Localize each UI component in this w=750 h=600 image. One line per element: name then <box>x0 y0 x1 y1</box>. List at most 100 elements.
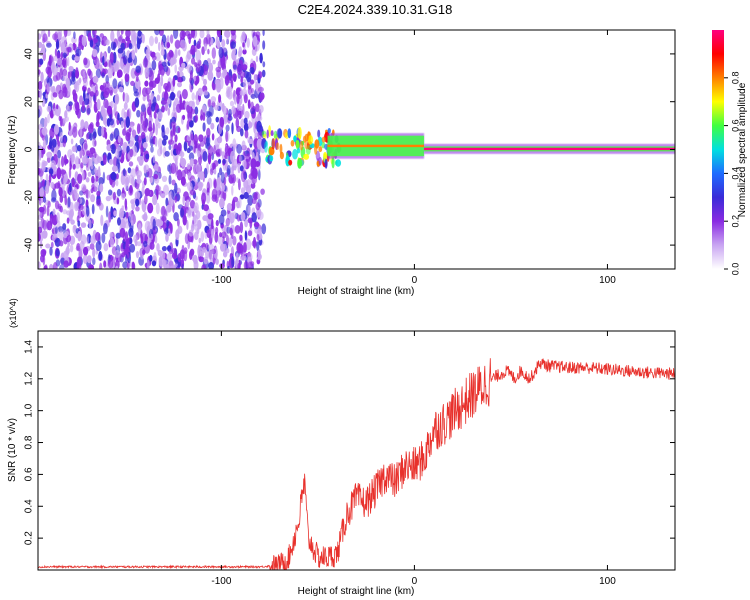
heatmap-cell <box>117 48 124 54</box>
heatmap-cell <box>201 46 205 56</box>
heatmap-cell <box>242 49 247 55</box>
heatmap-cell <box>54 31 58 43</box>
heatmap-cell <box>188 145 193 151</box>
heatmap-cell <box>149 50 153 57</box>
heatmap-cell <box>65 77 71 89</box>
heatmap-cell <box>57 158 61 169</box>
heatmap-cell <box>154 235 158 244</box>
heatmap-cell <box>269 155 274 162</box>
heatmap-cell <box>117 217 121 226</box>
heatmap-cell <box>41 230 48 239</box>
heatmap-cell <box>62 117 67 124</box>
heatmap-cell <box>193 146 196 153</box>
heatmap-cell <box>38 69 41 75</box>
heatmap-cell <box>219 263 226 269</box>
heatmap-cell <box>92 257 96 266</box>
heatmap-cell <box>145 135 149 142</box>
snr-axis-ticks: -100 0 100 0.2 0.4 0.6 0.8 1.0 1.2 1.4 <box>24 331 675 587</box>
heatmap-cell <box>44 264 48 269</box>
heatmap-cell <box>39 89 42 100</box>
heatmap-cell <box>203 64 209 76</box>
heatmap-cell <box>160 49 165 56</box>
heatmap-cell <box>92 75 99 84</box>
heatmap-cell <box>155 124 159 136</box>
colorbar: 0.0 0.2 0.4 0.6 0.8 Normalized spectral ampl… <box>712 30 748 275</box>
heatmap-cell <box>94 140 97 147</box>
heatmap-cell <box>144 188 151 197</box>
heatmap-cell <box>293 135 297 142</box>
heatmap-cell <box>240 211 246 222</box>
heatmap-cell <box>184 233 189 245</box>
heatmap-cell <box>249 79 255 85</box>
heatmap-cell <box>244 230 248 241</box>
heatmap-cell <box>90 235 97 245</box>
heatmap-cell <box>61 156 65 168</box>
heatmap-cell <box>96 98 101 111</box>
heatmap-cell <box>299 140 304 151</box>
heatmap-cell <box>187 110 191 119</box>
heatmap-cell <box>133 34 137 47</box>
colorbar-tick-label: 0.8 <box>730 72 740 85</box>
heatmap-cell <box>94 167 98 174</box>
heatmap-cell <box>197 150 201 158</box>
heatmap-cell <box>232 73 237 83</box>
heatmap-cell <box>168 139 174 145</box>
heatmap-cell <box>114 63 119 72</box>
heatmap-cell <box>65 230 69 237</box>
heatmap-cell <box>153 111 157 119</box>
heatmap-cell <box>47 113 50 124</box>
heatmap-cell <box>247 261 254 269</box>
heatmap-cell <box>89 91 95 97</box>
heatmap-cell <box>257 113 261 122</box>
heatmap-cell <box>189 189 196 196</box>
heatmap-cell <box>182 114 186 121</box>
heatmap-cell <box>243 180 249 191</box>
heatmap-cell <box>86 205 90 217</box>
heatmap-cell <box>67 149 73 159</box>
heatmap-cell <box>120 120 124 129</box>
heatmap-cell <box>290 140 295 147</box>
heatmap-xtick-label: 100 <box>599 275 616 286</box>
heatmap-cell <box>239 234 243 241</box>
heatmap-cell <box>230 246 234 254</box>
heatmap-cell <box>114 93 120 105</box>
heatmap-cell <box>103 260 107 268</box>
heatmap-cell <box>69 209 74 218</box>
heatmap-cell <box>56 104 59 110</box>
heatmap-cell <box>85 133 90 140</box>
heatmap-cell <box>279 143 283 155</box>
heatmap-cell <box>241 255 247 261</box>
heatmap-cell <box>110 100 114 109</box>
colorbar-tick-label: 0.6 <box>730 119 740 132</box>
heatmap-cell <box>160 193 166 199</box>
heatmap-cell <box>229 227 233 236</box>
heatmap-cell <box>130 135 135 145</box>
heatmap-cell <box>295 139 300 150</box>
heatmap-cell <box>149 176 153 184</box>
heatmap-cell <box>210 122 215 130</box>
heatmap-cell <box>195 49 201 62</box>
heatmap-cell <box>140 114 143 125</box>
heatmap-cell <box>149 136 154 148</box>
heatmap-cell <box>207 48 210 55</box>
heatmap-cell <box>262 40 266 50</box>
heatmap-cell <box>146 259 150 269</box>
heatmap-cell <box>136 170 142 178</box>
heatmap-cell <box>231 255 235 268</box>
heatmap-cell <box>136 241 142 247</box>
heatmap-cell <box>154 30 160 36</box>
heatmap-cell <box>182 214 187 226</box>
heatmap-cell <box>67 196 71 208</box>
heatmap-cell <box>147 202 154 214</box>
heatmap-cell <box>214 231 219 243</box>
heatmap-cell <box>70 138 74 145</box>
heatmap-cell <box>57 203 62 209</box>
colorbar-ticks: 0.0 0.2 0.4 0.6 0.8 <box>724 72 740 275</box>
heatmap-cell <box>207 213 214 220</box>
heatmap-cell <box>134 191 141 200</box>
heatmap-cell <box>62 58 67 66</box>
heatmap-cell <box>177 218 180 227</box>
heatmap-cell <box>206 127 211 138</box>
heatmap-cell <box>152 194 158 206</box>
heatmap-cell <box>56 58 63 66</box>
